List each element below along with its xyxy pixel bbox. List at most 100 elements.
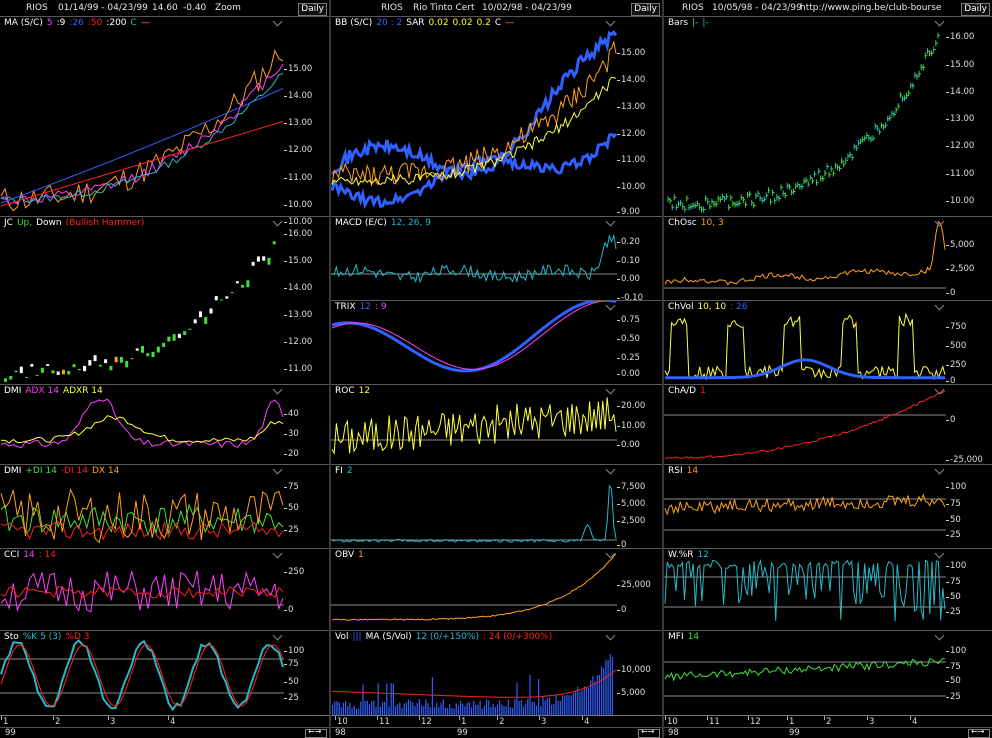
month-label: 11 [377,716,390,727]
indicator-panel-cci[interactable]: CCI 14: 14 250 0 [0,548,329,631]
candle [177,333,181,338]
indicator-panel-trix[interactable]: TRIX 12: 9 0.75 0.50 0.25 0.00 [331,300,662,385]
indicator-panel-jc[interactable]: JC Up, Down (Bullish Hammer) 16.00 15.00 14.00… [0,216,329,385]
chart-window-3[interactable]: RIOS 10/05/98 - 04/23/99 http://www.ping.b… [664,0,992,738]
candle [272,241,276,245]
indicator-label: FI 2 [335,466,357,476]
volume-bar [336,701,338,716]
volume-bar [587,687,590,716]
indicator-panel-ma[interactable]: MA (S/C) 5:9:26:50:200 C — 15.00 14.00 13.00 12… [0,16,329,217]
chad-plot [664,390,946,460]
indicator-label: Vol ||| MA (S/Vol) 12 (0/+150%): 24 (0/+300… [335,632,556,642]
mfi-line [664,657,946,682]
indicator-panel-sto[interactable]: Sto %K 5 (3) %D 3 100 75 50 25 [0,630,329,716]
scroll-arrows-icon[interactable] [305,727,327,738]
time-axis: 1 2 3 4 [0,715,329,728]
volume-bar [468,701,470,716]
volume-bar [603,668,605,716]
indicator-label-part: %D 3 [65,632,90,642]
indicator-panel-rsi[interactable]: RSI 14 100 75 50 25 [664,464,992,549]
volume-bar [464,706,466,716]
indicator-label-part: FI [335,466,343,476]
indicator-label-part: Bars [668,18,689,28]
indicator-panel-dmi1[interactable]: DMI ADX 14 ADXR 14 40 30 20 [0,384,329,465]
volume-bar [544,700,546,716]
indicator-panel-fi[interactable]: FI 2 7,500 5,000 2,500 0 [331,464,662,550]
candle [156,346,160,353]
candle [188,328,192,330]
month-label: 1 [786,716,795,727]
month-label: 1 [458,716,467,727]
indicator-panel-wr[interactable]: W.%R 12 100 75 50 25 [664,548,992,631]
volume-bar [512,707,514,716]
volume-bar [457,705,460,716]
indicator-label-part: — [505,18,515,28]
axis-tick-label: 25 [946,607,961,617]
indicator-panel-chvol[interactable]: ChVol 10, 10: 26 750 500 250 0 [664,300,992,386]
indicator-panel-chad[interactable]: ChA/D 1 0 -25,000 [664,384,992,465]
axis-tick-label: 5,000 [616,499,646,509]
axis-tick-label: 0.10 [617,256,640,266]
indicator-panel-mfi[interactable]: MFI 14 100 75 50 25 [664,630,992,716]
axis-tick-label: 16.00 [945,32,975,42]
indicator-label-part: MA (S/Vol) [365,632,412,642]
axis-tick-label: 100 [945,646,967,656]
indicator-panel-dmi2[interactable]: DMI +DI 14 -DI 14 DX 14 75 50 25 [0,464,329,549]
indicator-label-part: 10, 10 [697,302,727,312]
indicator-label-part: ChA/D [668,386,697,396]
sto-plot [0,639,284,712]
indicator-panel-bars[interactable]: Bars |- |- 16.00 15.00 14.00 13.00 12.00 11.00 10… [664,16,992,217]
indicator-label-part: ROC [335,386,355,396]
indicator-panel-bb[interactable]: BB (S/C) 20 : 2 SAR 0.02 0.02 0.2 C —15.00 14.00… [331,16,662,217]
scroll-arrows-icon[interactable] [638,727,660,738]
volume-bar [459,701,462,716]
price-axis: 20.00 10.00 0.00 [616,385,657,465]
volume-bar [525,703,527,716]
indicator-panel-obv[interactable]: OBV 1 25,000 0 [331,548,662,631]
volume-bar [492,704,494,716]
indicator-label-part: 0.2 [476,18,491,28]
indicator-panel-vol[interactable]: Vol ||| MA (S/Vol) 12 (0/+150%): 24 (0/+300… [331,630,662,716]
fi-line [331,484,617,543]
volume-bar [535,705,538,716]
indicator-panel-chosc[interactable]: ChOsc 10, 3 5,000 2,500 0 [664,216,992,301]
month-label: 4 [581,716,590,727]
price-axis: 750 500 250 0 [945,301,986,386]
axis-tick-label: 75 [946,662,961,672]
candle [262,256,266,261]
candle [51,370,55,374]
roc-line [331,397,617,455]
axis-tick-label: 100 [283,646,305,656]
indicator-label: DMI ADX 14 ADXR 14 [4,386,107,396]
volume-bar [347,706,349,716]
volume-bar [442,699,444,716]
ma26-line [0,87,284,204]
indicator-label-part: DMI [4,466,22,476]
indicator-label-part: 12, 26, 9 [390,218,431,228]
volume-bar [373,700,375,716]
trix-signal-line [331,301,607,370]
axis-tick-label: 250 [283,567,305,577]
indicator-label-part: CCI [4,550,20,560]
indicator-label: RSI 14 [668,466,702,476]
scroll-arrows-icon[interactable] [968,727,990,738]
indicator-panel-macd[interactable]: MACD (E/C) 12, 26, 9 0.20 0.10 0.00 -0.10 [331,216,662,303]
axis-tick-label: 10.00 [616,421,646,431]
chart-window-2[interactable]: RIOS Rio Tinto Cert 10/02/98 - 04/23/99 Dai… [331,0,662,738]
indicator-panel-roc[interactable]: ROC 12 20.00 10.00 0.00 [331,384,662,465]
chart-window-1[interactable]: RIOS 01/14/99 - 04/23/99 14.60 -0.40 Zoom Dai… [0,0,329,738]
candle [172,334,176,341]
axis-tick-label: 30 [284,429,299,439]
indicator-label-part: (Bullish Hammer) [65,218,145,228]
stoch-k-line [0,639,284,712]
period-select[interactable]: Daily [631,3,660,16]
month-label: 1 [0,716,9,727]
candle [40,367,44,373]
period-select[interactable]: Daily [961,3,990,16]
volume-bar [486,699,488,716]
axis-tick-label: 12.00 [283,337,313,347]
period-select[interactable]: Daily [298,3,327,16]
candle [88,360,92,366]
indicator-label-part: TRIX [335,302,356,312]
candle [241,284,245,288]
